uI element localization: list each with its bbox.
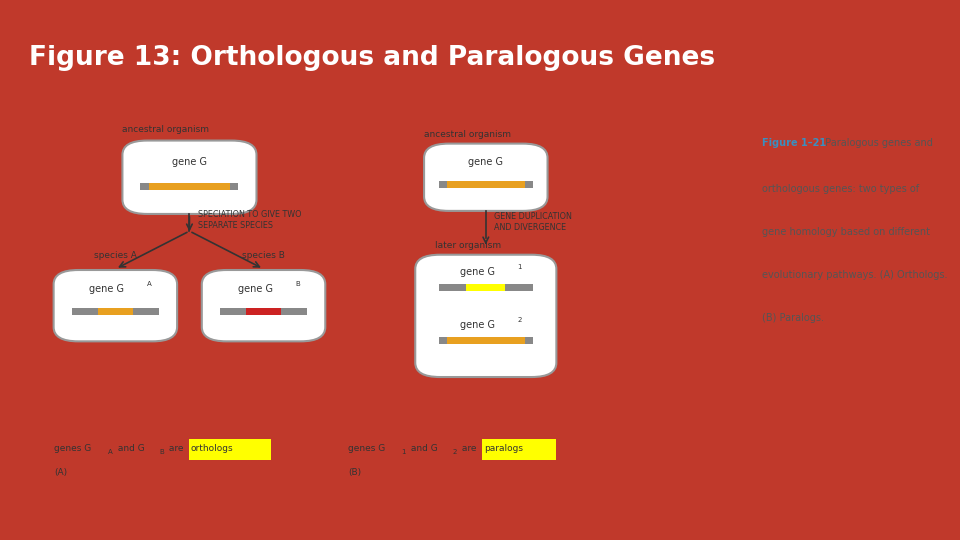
- Text: Paralogous genes and: Paralogous genes and: [822, 138, 933, 148]
- Bar: [467, 284, 505, 291]
- FancyBboxPatch shape: [424, 144, 547, 211]
- Text: evolutionary pathways. (A) Orthologs.: evolutionary pathways. (A) Orthologs.: [762, 270, 948, 280]
- Text: 2: 2: [517, 317, 522, 323]
- Text: GENE DUPLICATION
AND DIVERGENCE: GENE DUPLICATION AND DIVERGENCE: [494, 212, 572, 232]
- Bar: [439, 284, 447, 291]
- Text: SPECIATION TO GIVE TWO
SEPARATE SPECIES: SPECIATION TO GIVE TWO SEPARATE SPECIES: [198, 210, 301, 230]
- Text: B: B: [296, 280, 300, 287]
- Text: 1: 1: [517, 264, 522, 270]
- Text: gene G: gene G: [89, 284, 125, 294]
- Bar: [524, 336, 533, 344]
- Bar: [220, 308, 228, 315]
- Text: ancestral organism: ancestral organism: [123, 125, 209, 134]
- Bar: [447, 336, 524, 344]
- FancyBboxPatch shape: [416, 255, 557, 377]
- Text: genes G: genes G: [348, 444, 386, 453]
- Bar: [447, 181, 524, 188]
- Text: and G: and G: [408, 444, 438, 453]
- Bar: [439, 181, 447, 188]
- Bar: [281, 308, 299, 315]
- Bar: [72, 308, 80, 315]
- Text: species A: species A: [94, 251, 137, 260]
- Text: (B): (B): [348, 468, 361, 476]
- Bar: [524, 181, 533, 188]
- Bar: [524, 284, 533, 291]
- FancyBboxPatch shape: [54, 270, 177, 341]
- Bar: [228, 308, 246, 315]
- Text: orthologous genes: two types of: orthologous genes: two types of: [762, 184, 919, 194]
- Text: gene G: gene G: [460, 320, 494, 330]
- Text: gene G: gene G: [460, 267, 494, 277]
- Bar: [189, 438, 271, 460]
- Text: paralogs: paralogs: [484, 444, 522, 453]
- Bar: [149, 183, 230, 190]
- Bar: [246, 308, 281, 315]
- Bar: [299, 308, 307, 315]
- Text: genes G: genes G: [54, 444, 91, 453]
- Text: gene G: gene G: [468, 157, 503, 167]
- Text: later organism: later organism: [435, 241, 501, 250]
- Bar: [482, 438, 557, 460]
- Text: B: B: [159, 449, 164, 455]
- Text: are: are: [459, 444, 479, 453]
- Text: species B: species B: [242, 251, 285, 260]
- Bar: [447, 284, 467, 291]
- Text: are: are: [166, 444, 186, 453]
- Bar: [80, 308, 98, 315]
- Bar: [439, 336, 447, 344]
- Text: ancestral organism: ancestral organism: [423, 130, 511, 139]
- Text: (A): (A): [54, 468, 67, 476]
- FancyBboxPatch shape: [202, 270, 325, 341]
- Text: gene G: gene G: [237, 284, 273, 294]
- Text: (B) Paralogs.: (B) Paralogs.: [762, 313, 824, 323]
- Bar: [98, 308, 133, 315]
- Text: gene homology based on different: gene homology based on different: [762, 227, 930, 237]
- Bar: [230, 183, 238, 190]
- Text: Figure 1–21: Figure 1–21: [762, 138, 827, 148]
- FancyBboxPatch shape: [123, 140, 256, 214]
- Text: A: A: [147, 280, 152, 287]
- Text: 2: 2: [453, 449, 457, 455]
- Bar: [151, 308, 159, 315]
- Bar: [505, 284, 524, 291]
- Text: A: A: [108, 449, 113, 455]
- Text: 1: 1: [401, 449, 406, 455]
- Bar: [133, 308, 151, 315]
- Text: and G: and G: [115, 444, 145, 453]
- Text: Figure 13: Orthologous and Paralogous Genes: Figure 13: Orthologous and Paralogous Ge…: [29, 45, 715, 71]
- Text: orthologs: orthologs: [191, 444, 233, 453]
- Bar: [140, 183, 149, 190]
- Text: gene G: gene G: [172, 157, 207, 167]
